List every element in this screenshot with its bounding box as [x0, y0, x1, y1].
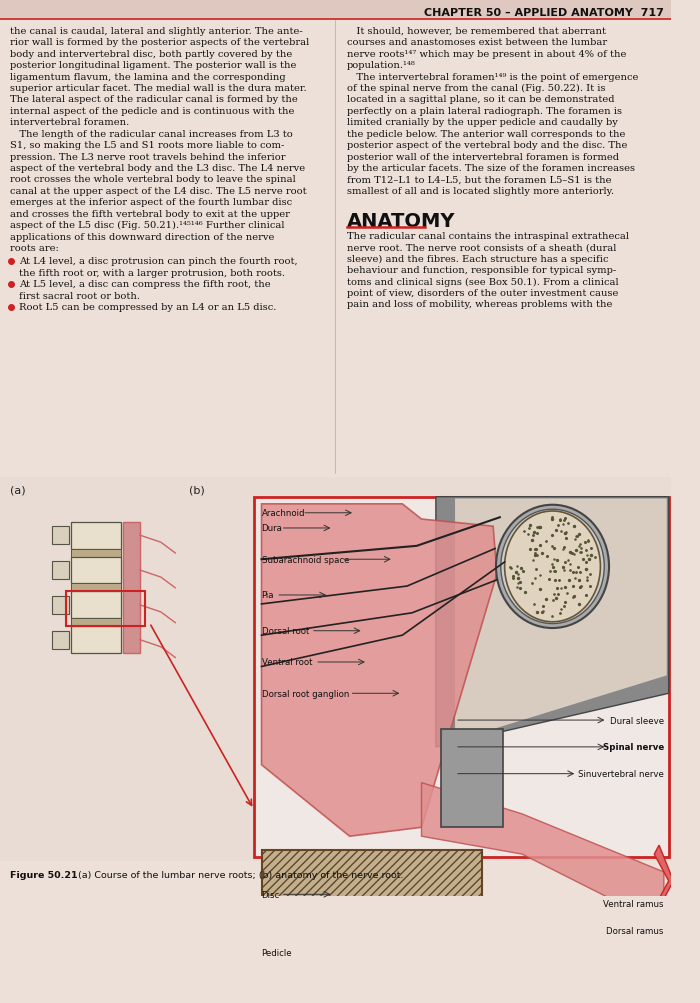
Text: rior wall is formed by the posterior aspects of the vertebral: rior wall is formed by the posterior asp…: [10, 38, 309, 47]
Text: root crosses the whole vertebral body to leave the spinal: root crosses the whole vertebral body to…: [10, 176, 295, 185]
Text: Ventral root: Ventral root: [262, 658, 312, 667]
Text: Dorsal root: Dorsal root: [262, 627, 309, 636]
Text: sleeve) and the fibres. Each structure has a specific: sleeve) and the fibres. Each structure h…: [346, 255, 608, 264]
Text: applications of this downward direction of the nerve: applications of this downward direction …: [10, 233, 274, 242]
Text: body and intervertebral disc, both partly covered by the: body and intervertebral disc, both partl…: [10, 49, 292, 58]
Text: ligamentum flavum, the lamina and the corresponding: ligamentum flavum, the lamina and the co…: [10, 72, 285, 81]
Text: intervertebral foramen.: intervertebral foramen.: [10, 118, 129, 127]
Text: behaviour and function, responsible for typical symp-: behaviour and function, responsible for …: [346, 266, 616, 275]
Text: aspect of the L5 disc (Fig. 50.21).¹⁴⁵¹⁴⁶ Further clinical: aspect of the L5 disc (Fig. 50.21).¹⁴⁵¹⁴…: [10, 221, 284, 230]
Text: Spinal nerve: Spinal nerve: [603, 742, 664, 751]
Bar: [66, 592, 145, 627]
Text: The intervertebral foramen¹⁴⁹ is the point of emergence: The intervertebral foramen¹⁴⁹ is the poi…: [346, 72, 638, 81]
Polygon shape: [436, 497, 668, 747]
Bar: [52, 596, 69, 614]
Bar: [254, 497, 668, 857]
Text: aspect of the vertebral body and the L3 disc. The L4 nerve: aspect of the vertebral body and the L3 …: [10, 163, 304, 173]
Text: by the articular facets. The size of the foramen increases: by the articular facets. The size of the…: [346, 163, 635, 173]
Bar: [71, 627, 120, 653]
Text: the fifth root or, with a larger protrusion, both roots.: the fifth root or, with a larger protrus…: [19, 269, 285, 278]
Ellipse shape: [500, 510, 604, 624]
Text: Arachnoid: Arachnoid: [262, 509, 305, 518]
Text: The radicular canal contains the intraspinal extrathecal: The radicular canal contains the intrasp…: [346, 232, 629, 241]
Text: At L4 level, a disc protrusion can pinch the fourth root,: At L4 level, a disc protrusion can pinch…: [19, 257, 297, 266]
Text: canal at the upper aspect of the L4 disc. The L5 nerve root: canal at the upper aspect of the L4 disc…: [10, 187, 306, 196]
Polygon shape: [455, 498, 666, 734]
Text: limited cranially by the upper pedicle and caudally by: limited cranially by the upper pedicle a…: [346, 118, 617, 127]
Text: Disc: Disc: [262, 890, 280, 899]
Text: point of view, disorders of the outer investment cause: point of view, disorders of the outer in…: [346, 289, 618, 298]
Bar: [52, 527, 69, 545]
Bar: [122, 596, 140, 614]
Text: nerve root. The nerve root consists of a sheath (dural: nerve root. The nerve root consists of a…: [346, 243, 616, 252]
Text: CHAPTER 50 – APPLIED ANATOMY  717: CHAPTER 50 – APPLIED ANATOMY 717: [424, 7, 664, 17]
Text: Pia: Pia: [262, 591, 274, 600]
Text: and crosses the fifth vertebral body to exit at the upper: and crosses the fifth vertebral body to …: [10, 210, 290, 219]
Text: first sacral root or both.: first sacral root or both.: [19, 291, 140, 300]
Text: of the spinal nerve from the canal (Fig. 50.22). It is: of the spinal nerve from the canal (Fig.…: [346, 84, 606, 93]
Text: toms and clinical signs (see Box 50.1). From a clinical: toms and clinical signs (see Box 50.1). …: [346, 277, 618, 286]
Text: (a) Course of the lumbar nerve roots; (b) anatomy of the nerve root.: (a) Course of the lumbar nerve roots; (b…: [69, 871, 403, 880]
Text: population.¹⁴⁸: population.¹⁴⁸: [346, 61, 416, 70]
Bar: [52, 562, 69, 580]
Bar: [122, 562, 140, 580]
Text: superior articular facet. The medial wall is the dura mater.: superior articular facet. The medial wal…: [10, 84, 306, 93]
Text: Figure 50.21: Figure 50.21: [10, 871, 77, 880]
Bar: [262, 850, 482, 939]
Ellipse shape: [496, 506, 609, 629]
Bar: [122, 527, 140, 545]
Text: At L5 level, a disc can compress the fifth root, the: At L5 level, a disc can compress the fif…: [19, 280, 271, 289]
Polygon shape: [262, 505, 497, 837]
Text: Sinuvertebral nerve: Sinuvertebral nerve: [578, 769, 664, 778]
Text: courses and anastomoses exist between the lumbar: courses and anastomoses exist between th…: [346, 38, 607, 47]
Text: located in a sagittal plane, so it can be demonstrated: located in a sagittal plane, so it can b…: [346, 95, 615, 104]
Bar: [122, 523, 140, 653]
Bar: [71, 523, 120, 549]
Text: Ventral ramus: Ventral ramus: [603, 899, 664, 908]
Text: posterior wall of the intervertebral foramen is formed: posterior wall of the intervertebral for…: [346, 152, 619, 161]
Polygon shape: [421, 782, 664, 926]
Ellipse shape: [288, 930, 412, 1003]
Text: the canal is caudal, lateral and slightly anterior. The ante-: the canal is caudal, lateral and slightl…: [10, 27, 302, 36]
Bar: [71, 549, 120, 557]
Text: It should, however, be remembered that aberrant: It should, however, be remembered that a…: [346, 27, 606, 36]
Text: emerges at the inferior aspect of the fourth lumbar disc: emerges at the inferior aspect of the fo…: [10, 199, 292, 208]
Text: Dorsal root ganglion: Dorsal root ganglion: [262, 689, 349, 698]
Text: Dorsal ramus: Dorsal ramus: [606, 926, 664, 935]
Text: Root L5 can be compressed by an L4 or an L5 disc.: Root L5 can be compressed by an L4 or an…: [19, 303, 276, 312]
Text: smallest of all and is located slightly more anteriorly.: smallest of all and is located slightly …: [346, 187, 614, 196]
Text: ANATOMY: ANATOMY: [346, 212, 455, 231]
Text: (b): (b): [189, 484, 204, 494]
Bar: [71, 557, 120, 584]
Text: pression. The L3 nerve root travels behind the inferior: pression. The L3 nerve root travels behi…: [10, 152, 285, 161]
Bar: [52, 631, 69, 649]
Bar: [262, 939, 510, 1003]
Bar: [122, 631, 140, 649]
Bar: [0, 0, 671, 20]
Text: (a): (a): [10, 484, 25, 494]
Polygon shape: [650, 846, 673, 926]
Text: perfectly on a plain lateral radiograph. The foramen is: perfectly on a plain lateral radiograph.…: [346, 106, 622, 115]
Text: S1, so making the L5 and S1 roots more liable to com-: S1, so making the L5 and S1 roots more l…: [10, 141, 284, 150]
Text: internal aspect of the pedicle and is continuous with the: internal aspect of the pedicle and is co…: [10, 106, 294, 115]
Bar: [71, 619, 120, 627]
Bar: [441, 729, 503, 827]
Text: posterior aspect of the vertebral body and the disc. The: posterior aspect of the vertebral body a…: [346, 141, 627, 150]
Text: from T12–L1 to L4–L5, but the foramen L5–S1 is the: from T12–L1 to L4–L5, but the foramen L5…: [346, 176, 611, 185]
Text: the pedicle below. The anterior wall corresponds to the: the pedicle below. The anterior wall cor…: [346, 129, 625, 138]
Text: Dural sleeve: Dural sleeve: [610, 716, 664, 725]
Text: The length of the radicular canal increases from L3 to: The length of the radicular canal increa…: [10, 129, 293, 138]
Text: Dura: Dura: [262, 524, 282, 533]
Text: Pedicle: Pedicle: [262, 948, 292, 957]
Ellipse shape: [505, 512, 601, 622]
Bar: [71, 584, 120, 592]
Bar: [71, 592, 120, 619]
Text: Subarachnoid space: Subarachnoid space: [262, 556, 349, 564]
Text: roots are:: roots are:: [10, 244, 59, 253]
Bar: [0, 477, 671, 862]
Text: posterior longitudinal ligament. The posterior wall is the: posterior longitudinal ligament. The pos…: [10, 61, 296, 70]
Text: pain and loss of mobility, whereas problems with the: pain and loss of mobility, whereas probl…: [346, 300, 612, 309]
Text: nerve roots¹⁴⁷ which may be present in about 4% of the: nerve roots¹⁴⁷ which may be present in a…: [346, 49, 626, 58]
Text: The lateral aspect of the radicular canal is formed by the: The lateral aspect of the radicular cana…: [10, 95, 298, 104]
